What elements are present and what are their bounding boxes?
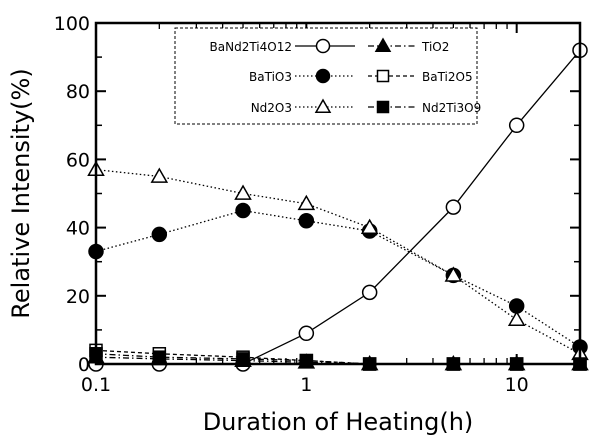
y-tick-label: 100: [54, 13, 90, 35]
x-tick-label: 10: [505, 374, 529, 396]
x-tick-label: 0.1: [81, 374, 111, 396]
legend-label: BaTi2O5: [422, 70, 473, 84]
data-point-2-2: [235, 202, 251, 219]
data-point-4-4: [360, 218, 379, 234]
legend-item-0: BaNd2Ti4O12: [210, 38, 355, 54]
series-0: [88, 42, 588, 372]
data-point-4-3: [297, 194, 316, 211]
series-line-4: [95, 168, 581, 355]
y-tick-label: 20: [66, 286, 90, 308]
legend-label: BaTiO3: [249, 70, 292, 84]
legend-marker: [315, 68, 331, 84]
y-tick-label: 0: [78, 354, 90, 376]
legend-item-2: BaTiO3: [249, 68, 355, 84]
legend-item-1: TiO2: [368, 37, 449, 54]
legend: BaNd2Ti4O12 TiO2 BaTiO3 BaTi2O5 Nd2O3 Nd2Ti3O…: [174, 27, 481, 125]
data-point-0-6: [508, 117, 525, 134]
data-point-4-2: [234, 184, 252, 200]
series-line-3: [95, 349, 580, 365]
legend-item-3: BaTi2O5: [368, 69, 473, 84]
y-tick-label: 80: [66, 81, 90, 103]
legend-marker: [374, 37, 392, 52]
data-point-2-1: [151, 226, 168, 243]
data-point-0-5: [445, 199, 462, 215]
series-2: [88, 202, 588, 355]
y-axis-title: Relative Intensity(%): [7, 68, 35, 318]
legend-label: Nd2Ti3O9: [422, 101, 481, 115]
legend-marker: [314, 98, 332, 113]
ticks-layer: 0 20 40 60 80 100 0.1 1 10: [54, 13, 581, 396]
legend-label: Nd2O3: [251, 101, 292, 115]
y-tick-label: 60: [66, 149, 90, 171]
data-point-2-3: [298, 213, 315, 229]
series-4: [87, 160, 589, 361]
legend-marker: [376, 100, 390, 114]
y-tick-label: 40: [66, 218, 90, 240]
x-tick-label: 1: [300, 374, 312, 396]
legend-marker: [315, 38, 331, 54]
x-axis-title: Duration of Heating(h): [203, 408, 474, 436]
legend-label: TiO2: [421, 40, 449, 54]
legend-marker: [376, 69, 390, 83]
legend-item-4: Nd2O3: [251, 98, 355, 115]
legend-item-5: Nd2Ti3O9: [368, 100, 481, 115]
data-point-0-3: [298, 325, 315, 342]
data-point-4-6: [507, 310, 526, 327]
data-point-4-1: [150, 167, 169, 183]
legend-label: BaNd2Ti4O12: [210, 40, 292, 54]
series-line-2: [95, 209, 581, 348]
data-point-4-5: [444, 266, 463, 282]
data-point-0-4: [361, 284, 378, 301]
